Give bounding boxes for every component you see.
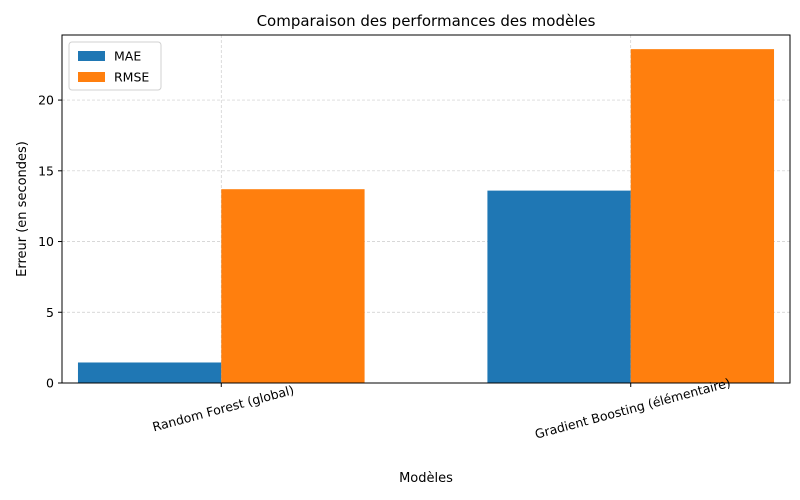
- legend-swatch-rmse: [78, 72, 105, 82]
- bar-rmse-0: [221, 189, 365, 383]
- bar-rmse-1: [630, 49, 775, 384]
- x-axis-label: Modèles: [399, 471, 453, 486]
- legend: MAE RMSE: [68, 41, 162, 91]
- y-tick-label: 0: [46, 376, 54, 391]
- bar-mae-0: [77, 362, 222, 383]
- bar-mae-1: [487, 190, 631, 383]
- y-axis-label: Erreur (en secondes): [15, 141, 30, 277]
- y-tick-label: 20: [38, 93, 54, 108]
- legend-label-mae: MAE: [114, 49, 141, 64]
- x-tick-label: Gradient Boosting (élémentaire): [533, 375, 732, 442]
- y-tick-label: 5: [46, 305, 54, 320]
- legend-label-rmse: RMSE: [114, 70, 149, 85]
- x-axis-ticks: Random Forest (global) Gradient Boosting …: [151, 375, 732, 442]
- y-axis-ticks: 0 5 10 15 20: [38, 93, 62, 391]
- plot-frame: [61, 34, 791, 384]
- legend-swatch-mae: [78, 51, 105, 61]
- y-tick-label: 15: [38, 163, 54, 178]
- chart-title: Comparaison des performances des modèles: [257, 12, 596, 30]
- bars: [77, 49, 775, 384]
- y-tick-label: 10: [38, 234, 54, 249]
- x-tick-label: Random Forest (global): [151, 382, 296, 434]
